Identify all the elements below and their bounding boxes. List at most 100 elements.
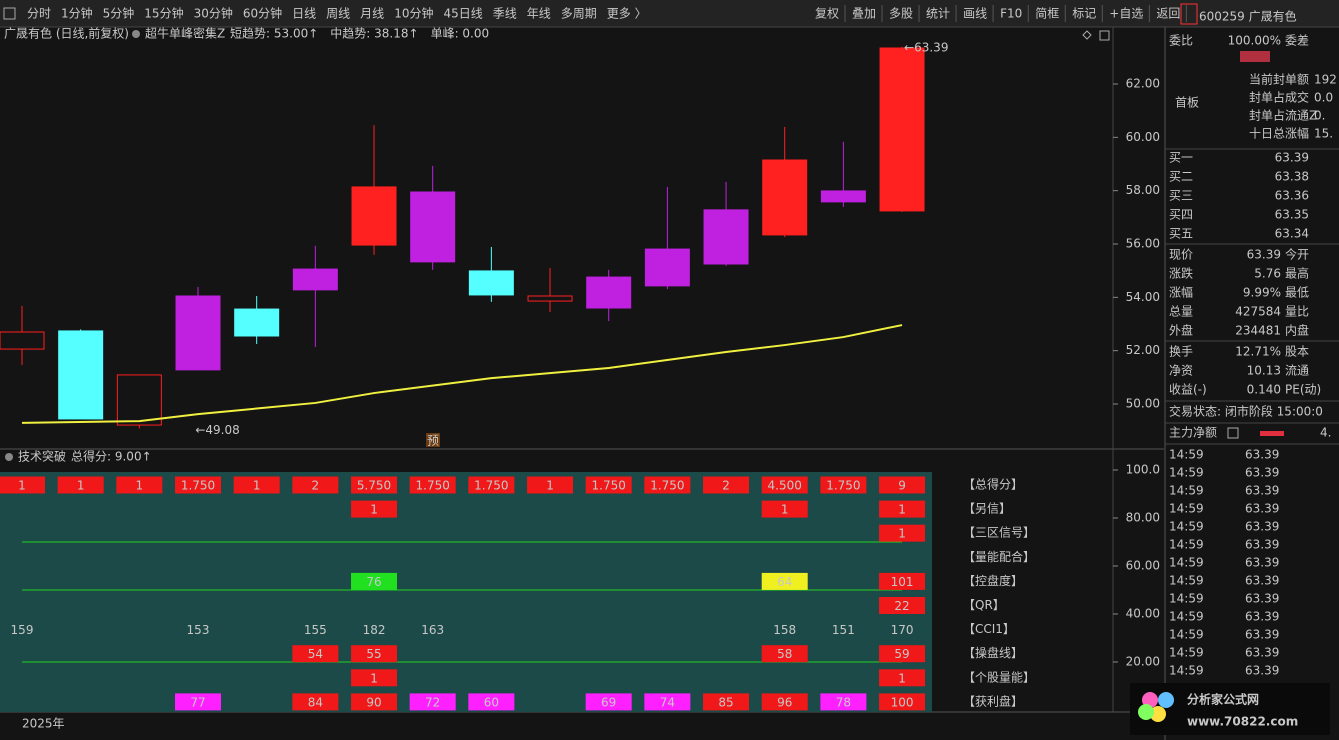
quote-right: 今开 bbox=[1285, 247, 1309, 262]
cell-value: 1 bbox=[898, 503, 906, 517]
toolbar-bg bbox=[0, 0, 1339, 27]
cell-value: 78 bbox=[836, 695, 851, 709]
quote-value: 5.76 bbox=[1254, 267, 1281, 281]
toolbar-button[interactable]: F10 bbox=[1000, 7, 1022, 21]
cell-value: 59 bbox=[894, 647, 909, 661]
diamond-icon[interactable] bbox=[1082, 30, 1092, 40]
cell-value: 74 bbox=[660, 695, 675, 709]
cell-bg bbox=[409, 693, 456, 711]
toolbar-tab[interactable]: 5分钟 bbox=[103, 6, 135, 21]
toolbar-button[interactable]: 复权 bbox=[815, 7, 839, 21]
cell-bg bbox=[351, 645, 398, 663]
toolbar-tab[interactable]: 周线 bbox=[326, 7, 350, 21]
quote-right: 量比 bbox=[1285, 305, 1309, 319]
tick-price: 63.39 bbox=[1245, 592, 1279, 606]
cell-value: 151 bbox=[832, 623, 855, 637]
cell-value: 1.750 bbox=[592, 479, 626, 493]
cell-value: 60 bbox=[484, 695, 499, 709]
toolbar-tab[interactable]: 1分钟 bbox=[61, 6, 93, 21]
toolbar-button[interactable]: 标记 bbox=[1072, 7, 1096, 21]
toolbar-tab[interactable]: 分时 bbox=[27, 7, 51, 21]
toolbar-tab[interactable]: 多周期 bbox=[561, 7, 597, 21]
toolbar-button[interactable]: 简框 bbox=[1035, 7, 1059, 21]
tick-price: 63.39 bbox=[1245, 574, 1279, 588]
finance-right: 股本 bbox=[1285, 345, 1309, 359]
toolbar-tab[interactable]: 30分钟 bbox=[194, 6, 233, 21]
cell-value: 96 bbox=[777, 695, 792, 709]
toolbar-tab[interactable]: 月线 bbox=[360, 7, 384, 21]
bid-label: 买五 bbox=[1169, 227, 1193, 241]
quote-value: 63.39 bbox=[1247, 248, 1281, 262]
quote-label: 总量 bbox=[1169, 305, 1193, 319]
tick-price: 63.39 bbox=[1245, 466, 1279, 480]
quote-value: 427584 bbox=[1235, 305, 1281, 319]
toolbar-tab[interactable]: 更多 〉 bbox=[607, 7, 647, 21]
cell-value: 100 bbox=[891, 695, 914, 709]
low-label: ←49.08 bbox=[195, 423, 239, 437]
y-tick-label: 40.00 bbox=[1126, 607, 1160, 621]
toolbar-tab[interactable]: 日线 bbox=[292, 7, 316, 21]
cell-value: 1 bbox=[546, 479, 554, 493]
y-tick-label: 60.00 bbox=[1126, 558, 1160, 572]
toolbar-tab[interactable]: 60分钟 bbox=[243, 6, 282, 21]
cell-value: 1.750 bbox=[474, 479, 508, 493]
menu-icon[interactable] bbox=[3, 7, 16, 20]
window-icon[interactable] bbox=[1099, 30, 1110, 41]
cell-bg bbox=[761, 500, 808, 518]
cell-bg bbox=[585, 693, 632, 711]
cell-bg bbox=[761, 693, 808, 711]
cell-value: 1 bbox=[77, 479, 85, 493]
toolbar-button[interactable]: 叠加 bbox=[852, 7, 876, 21]
tick-price: 63.39 bbox=[1245, 646, 1279, 660]
tick-time: 14:59 bbox=[1169, 502, 1204, 516]
candle-body bbox=[116, 374, 162, 426]
cell-bg bbox=[527, 476, 574, 494]
toolbar-tab[interactable]: 45日线 bbox=[443, 7, 482, 21]
y-tick-label: 50.00 bbox=[1126, 397, 1160, 411]
cell-bg bbox=[468, 693, 515, 711]
bid-label: 买一 bbox=[1169, 151, 1193, 165]
net-label: 主力净额 bbox=[1169, 426, 1217, 440]
toolbar-tab[interactable]: 10分钟 bbox=[394, 6, 433, 21]
net-icon bbox=[1227, 427, 1239, 439]
cell-value: 159 bbox=[11, 623, 34, 637]
marker-bg bbox=[426, 433, 440, 447]
bid-price: 63.36 bbox=[1275, 189, 1309, 203]
cell-value: 153 bbox=[187, 623, 210, 637]
cell-bg bbox=[879, 669, 926, 687]
legend-entry: 单峰: 0.00 bbox=[431, 27, 490, 41]
legend-entry: 短趋势: 53.00↑ bbox=[230, 27, 318, 41]
cell-bg bbox=[879, 645, 926, 663]
toolbar-tab[interactable]: 15分钟 bbox=[144, 6, 183, 21]
tick-time: 14:59 bbox=[1169, 592, 1204, 606]
legend-entry: 中趋势: 38.18↑ bbox=[330, 26, 418, 41]
seal-value: 0. bbox=[1314, 109, 1325, 123]
candle-body bbox=[468, 270, 514, 296]
finance-value: 12.71% bbox=[1235, 345, 1281, 359]
panel-icon bbox=[132, 30, 140, 38]
toolbar-button[interactable]: 画线 bbox=[963, 7, 987, 21]
tick-time: 14:59 bbox=[1169, 466, 1204, 480]
tick-price: 63.39 bbox=[1245, 538, 1279, 552]
candle-body bbox=[234, 308, 280, 337]
toolbar-button[interactable]: 返回 bbox=[1156, 7, 1180, 21]
bid-price: 63.34 bbox=[1275, 227, 1309, 241]
row-label: 【操盘线】 bbox=[963, 645, 1023, 660]
toolbar-button[interactable]: +自选 bbox=[1109, 7, 1143, 21]
seal-label: 当前封单额 bbox=[1249, 72, 1309, 87]
tick-time: 14:59 bbox=[1169, 538, 1204, 552]
toolbar-button[interactable]: 多股 bbox=[889, 7, 913, 21]
toolbar-tab[interactable]: 年线 bbox=[527, 7, 551, 21]
collapse-button[interactable] bbox=[1240, 51, 1270, 62]
candle-body bbox=[586, 276, 632, 309]
marker: 预 bbox=[427, 434, 439, 448]
toolbar-tab[interactable]: 季线 bbox=[493, 7, 517, 21]
tick-price: 63.39 bbox=[1245, 448, 1279, 462]
cell-bg bbox=[175, 476, 222, 494]
quote-label: 外盘 bbox=[1169, 323, 1193, 338]
bid-price: 63.38 bbox=[1275, 170, 1309, 184]
cell-bg bbox=[879, 500, 926, 518]
candle-body bbox=[644, 248, 690, 287]
toolbar-button[interactable]: 统计 bbox=[926, 7, 950, 21]
